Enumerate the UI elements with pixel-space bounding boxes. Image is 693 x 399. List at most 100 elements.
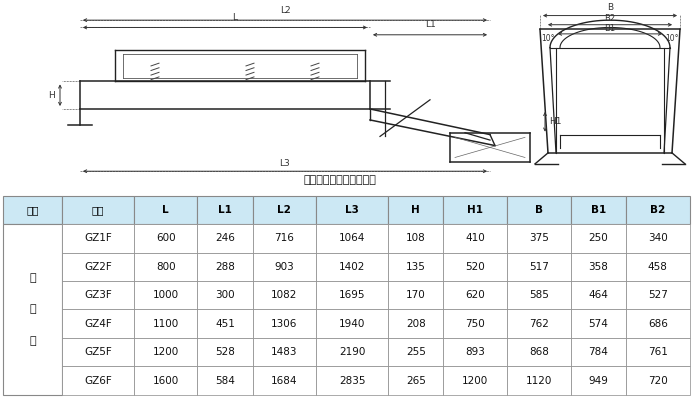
Text: B1: B1 xyxy=(590,205,606,215)
Text: GZ2F: GZ2F xyxy=(84,262,112,272)
Bar xyxy=(507,224,571,253)
Bar xyxy=(571,224,626,253)
Text: 封: 封 xyxy=(29,336,36,346)
Text: 800: 800 xyxy=(156,262,175,272)
Bar xyxy=(571,196,626,224)
Text: 1200: 1200 xyxy=(152,347,179,357)
Bar xyxy=(444,338,507,366)
Text: 893: 893 xyxy=(465,347,485,357)
Text: 584: 584 xyxy=(215,375,235,385)
Bar xyxy=(252,281,316,310)
Text: 10°: 10° xyxy=(541,34,554,43)
Text: L3: L3 xyxy=(345,205,359,215)
Text: L: L xyxy=(162,205,169,215)
Bar xyxy=(316,310,388,338)
Bar xyxy=(626,281,690,310)
Text: 527: 527 xyxy=(648,290,667,300)
Bar xyxy=(62,196,134,224)
Bar xyxy=(134,338,198,366)
Text: 1120: 1120 xyxy=(526,375,552,385)
Text: 封闭型式电磁振动给料机: 封闭型式电磁振动给料机 xyxy=(304,175,376,185)
Text: 574: 574 xyxy=(588,319,608,329)
Bar xyxy=(507,366,571,395)
Bar xyxy=(571,310,626,338)
Bar xyxy=(316,196,388,224)
Bar xyxy=(316,253,388,281)
Bar xyxy=(388,338,444,366)
Bar xyxy=(626,366,690,395)
Bar xyxy=(571,281,626,310)
Text: 250: 250 xyxy=(588,233,608,243)
Bar xyxy=(134,224,198,253)
Text: 1940: 1940 xyxy=(339,319,365,329)
Bar xyxy=(134,366,198,395)
Bar xyxy=(62,281,134,310)
Text: 458: 458 xyxy=(648,262,667,272)
Text: 358: 358 xyxy=(588,262,608,272)
Bar xyxy=(252,366,316,395)
Text: H1: H1 xyxy=(549,117,561,126)
Text: B: B xyxy=(607,3,613,12)
Bar xyxy=(626,310,690,338)
Text: 750: 750 xyxy=(466,319,485,329)
Text: 1483: 1483 xyxy=(271,347,298,357)
Text: 1306: 1306 xyxy=(271,319,297,329)
Text: 246: 246 xyxy=(215,233,235,243)
Text: 517: 517 xyxy=(529,262,549,272)
Text: GZ3F: GZ3F xyxy=(84,290,112,300)
Text: 108: 108 xyxy=(406,233,426,243)
Bar xyxy=(134,310,198,338)
Text: B2: B2 xyxy=(604,14,615,23)
Text: GZ1F: GZ1F xyxy=(84,233,112,243)
Bar xyxy=(252,224,316,253)
Bar xyxy=(507,253,571,281)
Text: 型式: 型式 xyxy=(26,205,39,215)
Text: 2190: 2190 xyxy=(339,347,365,357)
Text: 265: 265 xyxy=(406,375,426,385)
Text: B: B xyxy=(535,205,543,215)
Bar xyxy=(198,253,252,281)
Bar xyxy=(316,224,388,253)
Bar xyxy=(388,310,444,338)
Text: 464: 464 xyxy=(588,290,608,300)
Text: 300: 300 xyxy=(216,290,235,300)
Bar xyxy=(316,366,388,395)
Bar xyxy=(388,366,444,395)
Text: 1684: 1684 xyxy=(271,375,298,385)
Text: 761: 761 xyxy=(648,347,667,357)
Bar xyxy=(198,338,252,366)
Text: 410: 410 xyxy=(466,233,485,243)
Bar xyxy=(626,224,690,253)
Text: 868: 868 xyxy=(529,347,549,357)
Bar xyxy=(444,366,507,395)
Text: 1200: 1200 xyxy=(462,375,489,385)
Text: L1: L1 xyxy=(425,20,435,29)
Bar xyxy=(507,310,571,338)
Bar xyxy=(3,196,62,224)
Text: L2: L2 xyxy=(277,205,291,215)
Text: GZ6F: GZ6F xyxy=(84,375,112,385)
Text: 375: 375 xyxy=(529,233,549,243)
Bar xyxy=(134,281,198,310)
Text: 949: 949 xyxy=(588,375,608,385)
Text: 686: 686 xyxy=(648,319,667,329)
Text: 784: 784 xyxy=(588,347,608,357)
Text: 1402: 1402 xyxy=(339,262,365,272)
Bar xyxy=(388,253,444,281)
Text: 208: 208 xyxy=(406,319,426,329)
Text: 1064: 1064 xyxy=(339,233,365,243)
Text: 1000: 1000 xyxy=(152,290,179,300)
Text: 720: 720 xyxy=(648,375,667,385)
Text: 528: 528 xyxy=(215,347,235,357)
Bar xyxy=(444,281,507,310)
Bar xyxy=(134,253,198,281)
Text: B2: B2 xyxy=(650,205,665,215)
Text: B1: B1 xyxy=(604,24,615,33)
Bar xyxy=(198,281,252,310)
Bar xyxy=(626,253,690,281)
Text: 585: 585 xyxy=(529,290,549,300)
Bar xyxy=(252,196,316,224)
Bar xyxy=(444,196,507,224)
Bar xyxy=(388,224,444,253)
Bar xyxy=(507,338,571,366)
